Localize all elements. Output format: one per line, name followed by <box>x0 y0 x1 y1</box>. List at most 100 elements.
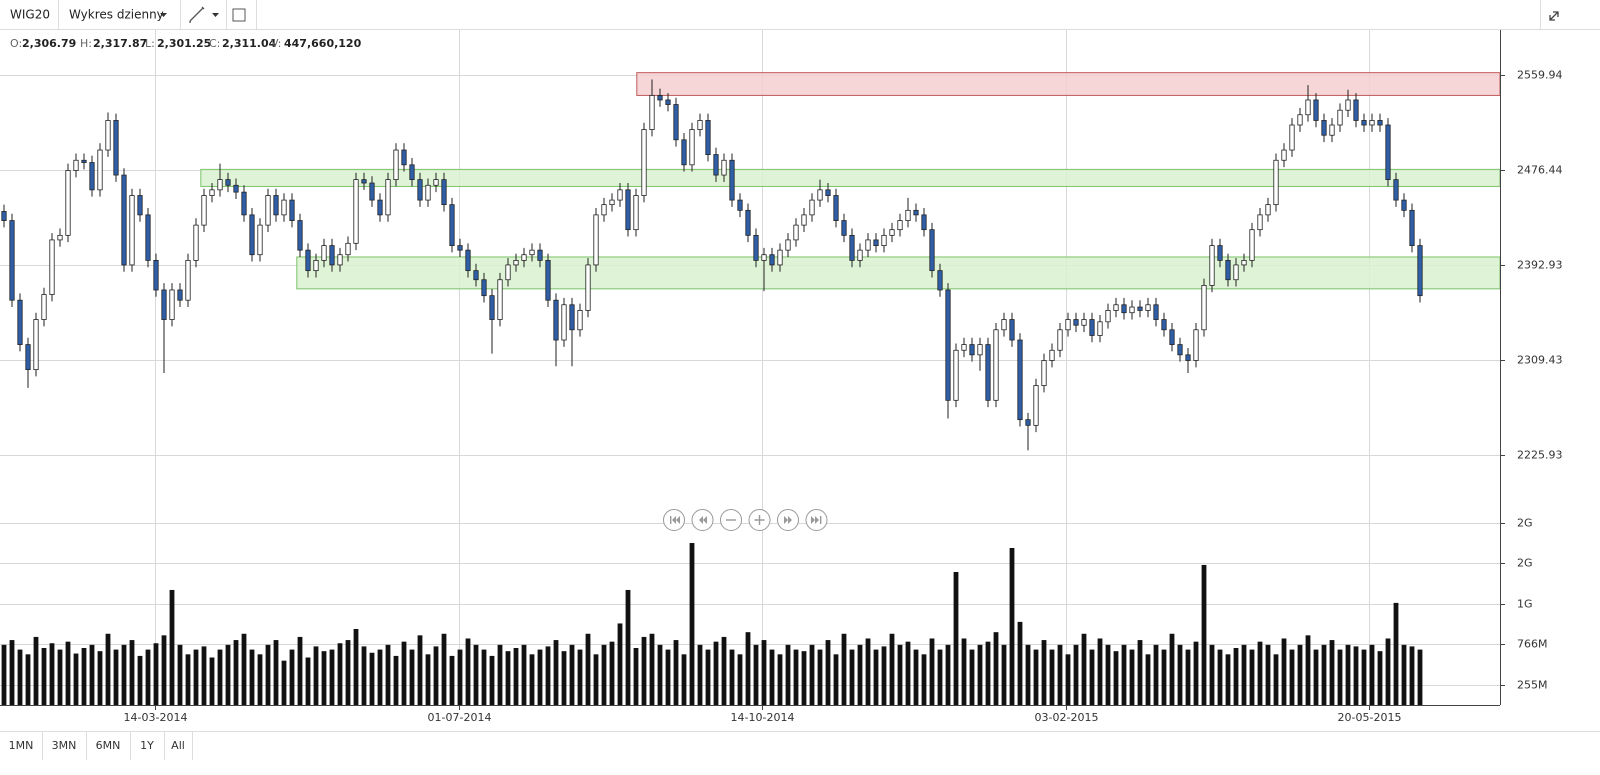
candle-body <box>201 195 207 226</box>
volume-bar <box>353 629 359 705</box>
range-button[interactable]: 3MN <box>52 739 77 752</box>
volume-bar <box>249 649 255 705</box>
candle-body <box>161 289 167 320</box>
candle-body <box>209 189 215 196</box>
volume-bar <box>569 644 575 705</box>
candle-body <box>321 245 327 261</box>
candle-body <box>1177 344 1183 356</box>
volume-bar <box>105 633 111 705</box>
volume-bar <box>225 644 231 705</box>
volume-bar <box>929 638 935 705</box>
volume-bar <box>1153 644 1159 705</box>
volume-bar <box>1033 649 1039 705</box>
range-button[interactable]: 1Y <box>140 739 154 752</box>
candle-body <box>233 184 239 193</box>
range-button[interactable]: 6MN <box>96 739 121 752</box>
candle-body <box>193 224 199 261</box>
volume-bar <box>833 654 839 705</box>
candle-body <box>1209 245 1215 286</box>
candle-body <box>417 179 423 201</box>
volume-bar <box>1137 640 1143 705</box>
volume-bar <box>1081 633 1087 705</box>
volume-bar <box>697 644 703 705</box>
candle-body <box>33 319 39 371</box>
collapse-button[interactable] <box>1549 11 1559 21</box>
range-button[interactable]: All <box>171 739 185 752</box>
candle-body <box>73 159 79 171</box>
volume-bar <box>873 649 879 705</box>
volume-tick-label: 255M <box>1517 679 1548 692</box>
candle-body <box>129 195 135 266</box>
candle-body <box>897 220 903 231</box>
volume-bar <box>1169 633 1175 705</box>
dropdown-arrow[interactable] <box>160 13 167 17</box>
volume-bar <box>1313 649 1319 705</box>
candle-body <box>657 95 663 101</box>
candle-body <box>953 349 959 401</box>
volume-bar <box>1305 635 1311 705</box>
volume-bar <box>1241 644 1247 705</box>
volume-bar <box>81 648 87 705</box>
volume-bar <box>1009 548 1015 705</box>
nav-forward[interactable] <box>777 509 799 531</box>
volume-bar <box>1025 644 1031 705</box>
zone <box>636 72 1501 96</box>
ohlc-value: 2,317.87 <box>93 37 147 50</box>
nav-first[interactable] <box>663 509 685 531</box>
volume-bar <box>305 657 311 705</box>
x-tick-label: 14-10-2014 <box>731 711 795 724</box>
candle-body <box>809 199 815 216</box>
candle-body <box>985 344 991 401</box>
volume-bar <box>177 644 183 705</box>
x-tick-label: 20-05-2015 <box>1338 711 1402 724</box>
x-tick-label: 03-02-2015 <box>1035 711 1099 724</box>
nav-last[interactable] <box>805 509 828 531</box>
volume-bar <box>913 649 919 705</box>
candle-body <box>257 224 263 256</box>
volume-bar <box>657 644 663 705</box>
volume-bar <box>385 644 391 705</box>
volume-bar <box>1329 640 1335 705</box>
volume-bar <box>1321 644 1327 705</box>
candle-body <box>177 289 183 301</box>
volume-bar <box>329 649 335 705</box>
volume-bar <box>1257 641 1263 705</box>
volume-tick-label: 766M <box>1517 638 1548 651</box>
candle-body <box>873 239 879 246</box>
nav-back[interactable] <box>691 509 714 531</box>
volume-bar <box>497 644 503 705</box>
volume-bar <box>993 632 999 705</box>
candle-body <box>865 239 871 251</box>
symbol[interactable]: WIG20 <box>10 8 50 22</box>
volume-bar <box>1289 649 1295 705</box>
candle-body <box>1201 285 1207 331</box>
interval-dropdown[interactable]: Wykres dzienny <box>69 8 164 22</box>
volume-bar <box>1073 644 1079 705</box>
candle-body <box>457 245 463 251</box>
candle-body <box>273 195 279 216</box>
shape-tool[interactable] <box>232 8 246 22</box>
candle-body <box>1225 259 1231 281</box>
volume-bar <box>297 636 303 705</box>
zoom-in[interactable] <box>748 509 771 531</box>
candle-body <box>1113 304 1119 311</box>
candle-body <box>313 259 319 272</box>
candle-body <box>913 209 919 216</box>
dropdown-arrow[interactable] <box>212 13 219 17</box>
range-button[interactable]: 1MN <box>9 739 34 752</box>
candle-body <box>425 184 431 201</box>
candle-body <box>393 149 399 181</box>
volume-bar <box>1353 646 1359 705</box>
candle-body <box>89 162 95 191</box>
volume-bar <box>745 632 751 705</box>
zoom-out[interactable] <box>720 509 742 531</box>
volume-bar <box>1409 646 1415 705</box>
candle-body <box>369 182 375 201</box>
volume-bar <box>1249 649 1255 705</box>
y-tick-label: 2559.94 <box>1517 69 1563 82</box>
candle-body <box>1289 124 1295 151</box>
draw-tool[interactable] <box>189 6 205 23</box>
candle-body <box>705 120 711 155</box>
volume-bar <box>553 640 559 705</box>
